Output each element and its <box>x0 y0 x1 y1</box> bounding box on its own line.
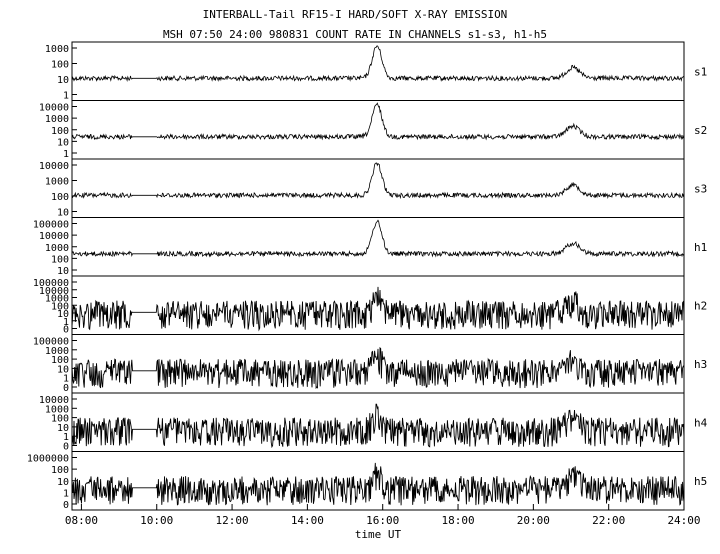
y-tick-label-h2: 10000 <box>39 286 69 297</box>
y-tick-label-h3: 100 <box>51 355 69 366</box>
y-tick-label-s1: 100 <box>51 60 69 71</box>
y-tick-label-s2: 1 <box>63 149 69 160</box>
y-tick-label-h4: 10 <box>57 423 69 434</box>
series-line-h3 <box>71 346 685 390</box>
y-tick-label-s3: 10000 <box>39 161 69 172</box>
panels-group: 1000100101s1100001000100101s210000100010… <box>27 41 708 511</box>
y-tick-label-h5: 0 <box>63 500 69 511</box>
chart-title: INTERBALL-Tail RF15-I HARD/SOFT X-RAY EM… <box>203 8 508 21</box>
panel-frame-s1 <box>71 41 685 101</box>
series-line-s1 <box>71 45 685 82</box>
x-tick-label: 08:00 <box>65 514 98 527</box>
x-tick-label: 14:00 <box>291 514 324 527</box>
series-line-h2 <box>71 286 685 332</box>
x-axis-label: time UT <box>355 528 402 541</box>
y-tick-label-h4: 1 <box>63 432 69 443</box>
x-tick-label: 24:00 <box>667 514 700 527</box>
y-tick-label-s3: 100 <box>51 192 69 203</box>
panel-frame-s2 <box>71 100 685 160</box>
x-tick-label: 18:00 <box>441 514 474 527</box>
y-tick-label-h1: 1000 <box>45 243 69 254</box>
y-tick-label-s2: 100 <box>51 126 69 137</box>
y-tick-label-h4: 1000 <box>45 404 69 415</box>
series-line-h1 <box>71 219 685 258</box>
panel-label-s1: s1 <box>694 65 707 78</box>
panel-frame-h3 <box>71 334 685 394</box>
y-tick-label-s1: 1000 <box>45 44 69 55</box>
x-axis: 08:00 10:00 12:00 14:00 16:00 18:00 20:00 22:00… <box>65 504 701 527</box>
panel-label-s3: s3 <box>694 182 707 195</box>
y-tick-label-h3: 1 <box>63 374 69 385</box>
y-tick-label-h3: 10 <box>57 364 69 375</box>
y-tick-label-s3: 1000 <box>45 177 69 188</box>
y-tick-label-h1: 100 <box>51 254 69 265</box>
y-tick-label-s2: 10000 <box>39 103 69 114</box>
series-line-h4 <box>71 403 685 449</box>
y-tick-label-h2: 1000 <box>45 294 69 305</box>
y-tick-label-h4: 10000 <box>39 395 69 406</box>
x-tick-label: 20:00 <box>517 514 550 527</box>
x-tick-label: 10:00 <box>140 514 173 527</box>
panel-label-h2: h2 <box>694 299 707 312</box>
panel-frame-s3 <box>71 158 685 218</box>
y-tick-label-h5: 10 <box>57 477 69 488</box>
x-tick-label: 12:00 <box>215 514 248 527</box>
y-tick-label-h1: 100000 <box>33 220 69 231</box>
y-tick-label-h1: 10000 <box>39 231 69 242</box>
y-tick-label-h2: 0 <box>63 325 69 336</box>
y-tick-label-h4: 0 <box>63 442 69 453</box>
y-tick-label-h3: 1000 <box>45 346 69 357</box>
series-line-s2 <box>71 102 685 141</box>
y-tick-label-h2: 10 <box>57 309 69 320</box>
panel-s3: 10000 1000 100 10 s3 <box>39 158 707 219</box>
y-tick-label-s2: 1000 <box>45 114 69 125</box>
y-tick-label-h5: 1000000 <box>27 454 69 465</box>
series-line-s3 <box>71 162 685 200</box>
y-tick-label-h3: 0 <box>63 383 69 394</box>
panel-label-s2: s2 <box>694 124 707 137</box>
panel-frame-h1 <box>71 217 685 277</box>
panel-label-h1: h1 <box>694 241 707 254</box>
y-tick-label-h1: 10 <box>57 266 69 277</box>
y-tick-label-h4: 100 <box>51 414 69 425</box>
y-tick-label-h5: 1 <box>63 488 69 499</box>
y-tick-label-h5: 100 <box>51 465 69 476</box>
panel-label-h3: h3 <box>694 358 707 371</box>
panel-label-h5: h5 <box>694 475 707 488</box>
y-tick-label-h2: 100000 <box>33 278 69 289</box>
series-line-h5 <box>71 462 685 506</box>
y-tick-label-h2: 100 <box>51 301 69 312</box>
y-tick-label-h2: 1 <box>63 317 69 328</box>
chart-subtitle: MSH 07:50 24:00 980831 COUNT RATE IN CHA… <box>163 28 547 41</box>
y-tick-label-s1: 1 <box>63 91 69 102</box>
y-tick-label-s1: 10 <box>57 75 69 86</box>
x-tick-label: 22:00 <box>592 514 625 527</box>
y-tick-label-s3: 10 <box>57 208 69 219</box>
panel-label-h4: h4 <box>694 416 708 429</box>
panel-s1: 1000 100 10 1 s1 <box>45 41 707 102</box>
y-tick-label-h3: 100000 <box>33 337 69 348</box>
x-tick-label: 16:00 <box>366 514 399 527</box>
y-tick-label-s2: 10 <box>57 137 69 148</box>
